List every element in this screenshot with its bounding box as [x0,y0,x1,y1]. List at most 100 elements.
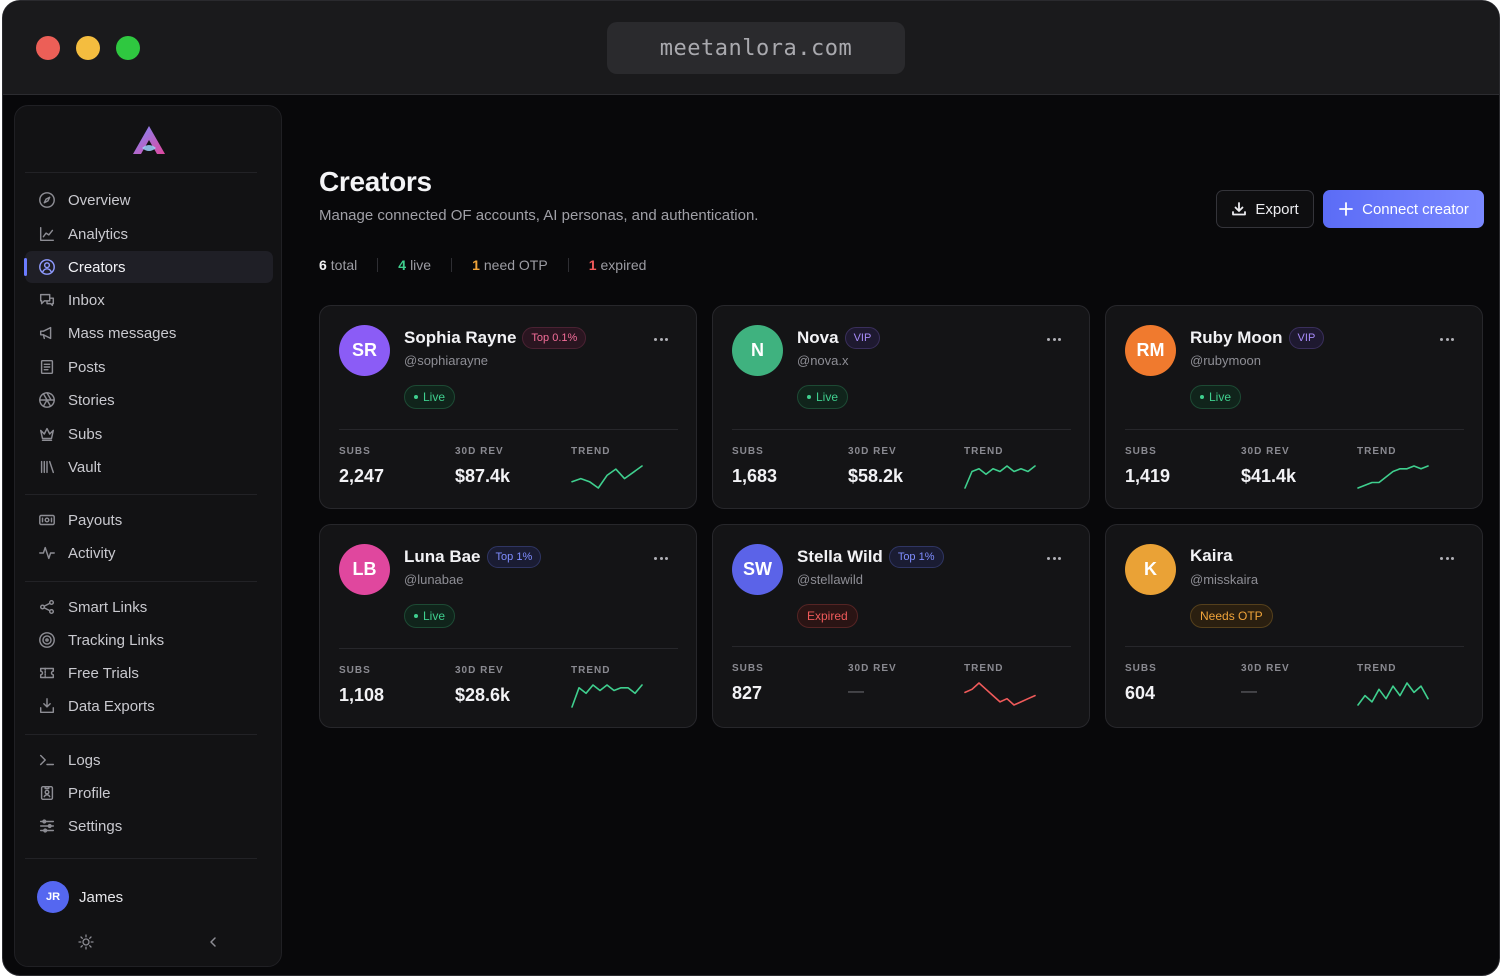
sidebar-item-tracking-links[interactable]: Tracking Links [25,624,273,656]
revenue-value: $58.2k [848,466,904,486]
creator-name-row: Ruby Moon VIP [1190,327,1325,349]
trend-label: TREND [1357,446,1397,457]
url-bar[interactable]: meetanlora.com [607,22,905,74]
plus-icon [1339,202,1354,216]
pulse-icon [37,543,57,563]
connect-creator-button[interactable]: Connect creator [1323,190,1484,228]
trend-label: TREND [964,446,1004,457]
trend-line [571,465,643,489]
close-window-button[interactable] [36,36,60,60]
revenue-label: 30D REV [848,663,897,674]
subs-label: SUBS [732,663,764,674]
trend-line [964,465,1036,489]
sidebar-item-mass-messages[interactable]: Mass messages [25,317,273,349]
export-button[interactable]: Export [1216,190,1314,228]
user-profile[interactable]: JR James [37,881,123,913]
sidebar-item-label: Tracking Links [68,631,165,649]
more-options-icon[interactable] [654,557,668,561]
more-options-icon[interactable] [1440,557,1454,561]
sidebar-item-vault[interactable]: Vault [25,451,273,483]
sidebar-item-analytics[interactable]: Analytics [25,218,273,250]
sidebar-item-inbox[interactable]: Inbox [25,284,273,316]
trend-label: TREND [964,663,1004,674]
share-nodes-icon [37,597,57,617]
card-divider [339,429,678,430]
sidebar-item-label: Free Trials [68,664,139,682]
creator-handle: @lunabae [404,572,464,587]
avatar: JR [37,881,69,913]
more-options-icon[interactable] [1047,557,1061,561]
sidebar-item-profile[interactable]: Profile [25,777,273,809]
trend-sparkline [964,465,1036,489]
trend-sparkline [571,684,643,708]
sun-icon[interactable] [78,934,94,950]
maximize-window-button[interactable] [116,36,140,60]
page-title: Creators [319,166,432,197]
status-badge: Live [1190,385,1242,409]
trend-sparkline [964,682,1036,706]
revenue-label: 30D REV [455,665,504,676]
app-logo-icon[interactable] [131,124,167,156]
minimize-window-button[interactable] [76,36,100,60]
subs-value: 2,247 [339,466,385,486]
creator-card[interactable]: N Nova VIP @nova.x Live SUBS 30D REV TREND 1,683… [712,305,1090,509]
trend-sparkline [1357,465,1429,489]
sidebar-item-stories[interactable]: Stories [25,384,273,416]
avatar: K [1125,544,1176,595]
sidebar-item-creators[interactable]: Creators [24,251,273,283]
tier-badge: VIP [1288,327,1325,349]
sidebar-item-subs[interactable]: Subs [25,418,273,450]
creator-name-row: Nova VIP [797,327,881,349]
revenue-value: $41.4k [1241,466,1297,486]
sidebar-item-payouts[interactable]: Payouts [25,504,273,536]
sidebar-item-activity[interactable]: Activity [25,537,273,569]
more-options-icon[interactable] [1440,338,1454,342]
creator-stats: 6 total 4 live 1 need OTP 1 expired [319,257,646,273]
card-divider [339,648,678,649]
sidebar-item-logs[interactable]: Logs [25,744,273,776]
status-badge: Live [797,385,849,409]
status-badge: Expired [797,604,858,628]
sidebar-divider [25,494,257,495]
sidebar-item-label: Settings [68,817,123,835]
creator-card[interactable]: SR Sophia Rayne Top 0.1% @sophiarayne Live SU… [319,305,697,509]
revenue-value: $28.6k [455,685,511,705]
sidebar-item-label: Inbox [68,291,105,309]
revenue-label: 30D REV [1241,446,1290,457]
creator-handle: @sophiarayne [404,353,489,368]
creator-card[interactable]: RM Ruby Moon VIP @rubymoon Live SUBS 30D REV TR… [1105,305,1483,509]
sidebar-item-settings[interactable]: Settings [25,810,273,842]
sidebar-item-smart-links[interactable]: Smart Links [25,591,273,623]
stat-separator [377,258,379,272]
trend-label: TREND [571,446,611,457]
target-icon [37,630,57,650]
creator-name-row: Kaira [1190,546,1233,566]
sidebar-item-label: Logs [68,751,101,769]
tier-badge: Top 1% [888,546,944,568]
sidebar-item-label: Subs [68,425,103,443]
chevron-left-icon[interactable] [205,934,221,950]
more-options-icon[interactable] [1047,338,1061,342]
sidebar-item-data-exports[interactable]: Data Exports [25,690,273,722]
creator-handle: @misskaira [1190,572,1259,587]
sidebar-divider [25,581,257,582]
sidebar-item-free-trials[interactable]: Free Trials [25,657,273,689]
creator-handle: @rubymoon [1190,353,1262,368]
id-badge-icon [37,783,57,803]
creator-card[interactable]: LB Luna Bae Top 1% @lunabae Live SUBS 30D REV T… [319,524,697,728]
tier-badge: Top 1% [486,546,542,568]
sidebar-item-posts[interactable]: Posts [25,351,273,383]
creator-card[interactable]: K Kaira @misskaira Needs OTP SUBS 30D REV TREN… [1105,524,1483,728]
status-badge: Live [404,385,456,409]
subs-label: SUBS [1125,446,1157,457]
sidebar-item-overview[interactable]: Overview [25,184,273,216]
megaphone-icon [37,323,57,343]
sidebar: Overview Analytics Creators Inbox Mass messa… [14,105,282,967]
revenue-label: 30D REV [1241,663,1290,674]
creator-name: Sophia Rayne [404,328,517,347]
creator-handle: @stellawild [797,572,863,587]
creator-card[interactable]: SW Stella Wild Top 1% @stellawild Expired SUB… [712,524,1090,728]
trend-label: TREND [1357,663,1397,674]
more-options-icon[interactable] [654,338,668,342]
sidebar-item-label: Creators [68,258,126,276]
